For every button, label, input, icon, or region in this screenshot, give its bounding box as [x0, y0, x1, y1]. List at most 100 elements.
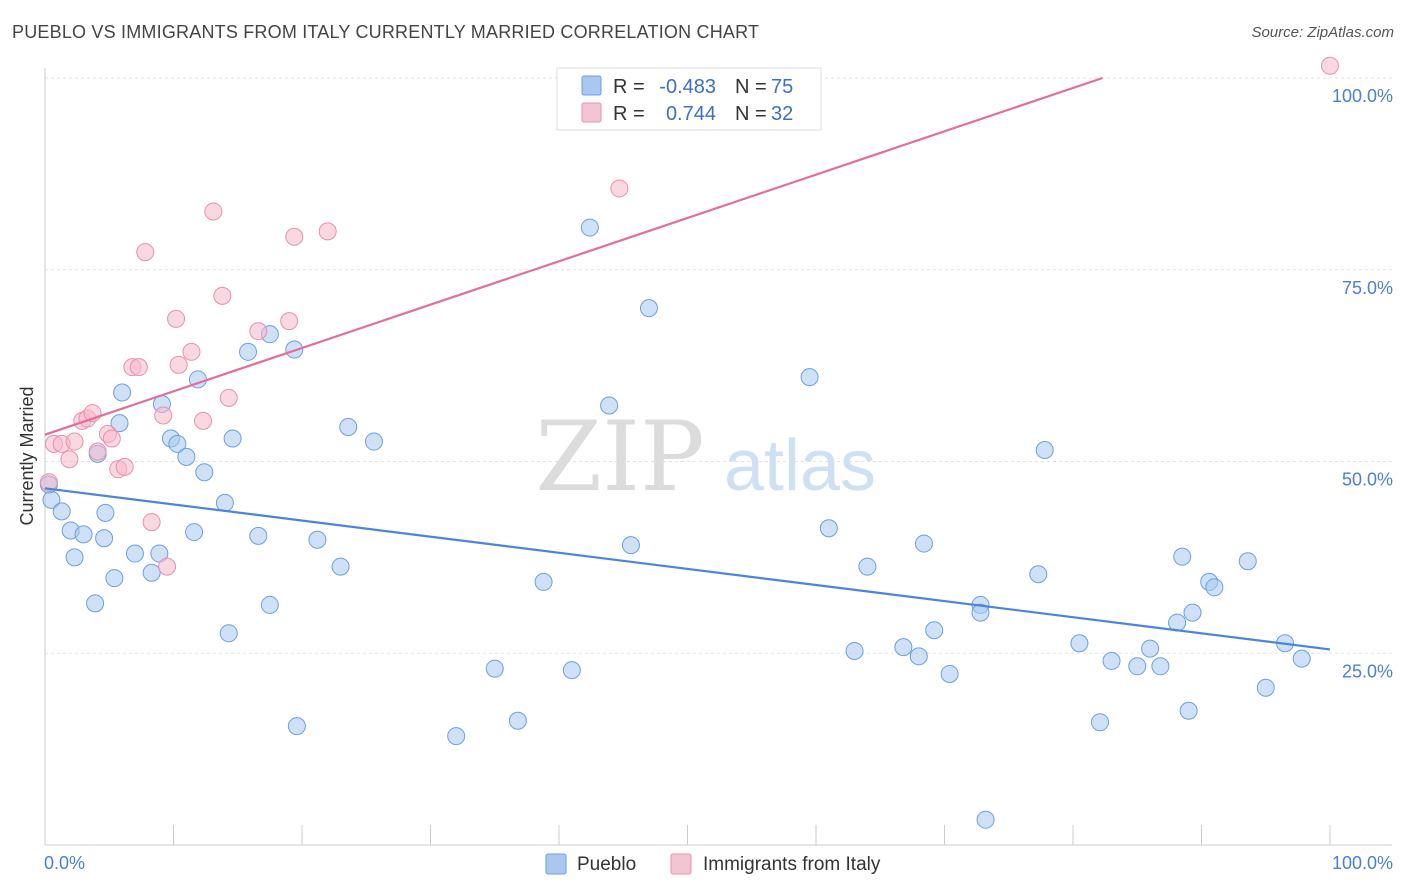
legend-n-value-italy: 32: [771, 103, 793, 125]
x-tick-labels: 0.0% 100.0%: [44, 853, 1393, 873]
data-point: [280, 312, 299, 331]
data-point: [65, 548, 84, 567]
legend-r-label-pueblo: R =: [613, 76, 645, 98]
bottom-legend-label-italy: Immigrants from Italy: [703, 854, 881, 875]
chart-title: PUEBLO VS IMMIGRANTS FROM ITALY CURRENTL…: [12, 22, 760, 42]
data-point: [1321, 56, 1339, 75]
legend-n-value-pueblo: 75: [771, 76, 793, 98]
data-point: [287, 717, 306, 736]
data-point: [1102, 651, 1121, 670]
axes: [44, 68, 1392, 846]
data-point: [447, 727, 466, 746]
data-point: [1179, 701, 1198, 720]
data-point: [215, 493, 234, 512]
data-point: [1183, 603, 1202, 622]
bottom-legend-swatch-pueblo: [545, 853, 567, 875]
data-point: [1141, 639, 1160, 658]
data-point: [177, 447, 196, 466]
legend-n-label-pueblo: N =: [735, 76, 767, 98]
data-point: [1090, 713, 1109, 732]
y-tick-labels: 25.0% 50.0% 75.0% 100.0%: [1332, 86, 1393, 681]
data-point: [102, 429, 121, 448]
data-point: [223, 429, 242, 448]
data-point: [1070, 634, 1089, 653]
data-point: [819, 519, 838, 538]
data-point: [562, 661, 581, 680]
data-point: [125, 544, 144, 563]
data-point: [88, 442, 107, 461]
data-point: [105, 569, 124, 588]
data-point: [39, 473, 58, 492]
data-point: [894, 638, 913, 657]
x-tick-label: 0.0%: [44, 853, 85, 873]
bottom-legend-swatch-italy: [670, 853, 692, 875]
data-point: [249, 322, 268, 341]
data-point: [219, 388, 238, 407]
data-point: [86, 594, 105, 613]
data-point: [639, 299, 658, 318]
data-point: [1292, 649, 1311, 668]
data-point: [800, 368, 819, 387]
watermark: ZIP atlas: [535, 401, 876, 513]
data-point: [219, 624, 238, 643]
bottom-legend-label-pueblo: Pueblo: [577, 854, 636, 875]
data-point: [339, 417, 358, 436]
data-point: [580, 218, 599, 237]
data-point: [600, 396, 619, 415]
data-point: [318, 222, 337, 241]
data-point: [182, 342, 201, 361]
data-point: [115, 457, 134, 476]
data-point: [60, 450, 79, 469]
data-point: [1238, 552, 1257, 571]
x-tick-label: 100.0%: [1332, 853, 1393, 873]
data-point: [96, 503, 115, 522]
data-point: [858, 557, 877, 576]
data-point: [260, 595, 279, 614]
data-point: [168, 434, 187, 453]
source-label: Source: ZipAtlas.com: [1251, 24, 1394, 41]
data-point: [65, 432, 84, 451]
data-point: [1173, 547, 1192, 566]
series-legend: Pueblo Immigrants from Italy: [545, 853, 881, 875]
data-point: [95, 529, 114, 548]
data-point: [169, 355, 188, 374]
data-point: [213, 286, 232, 305]
data-point: [914, 534, 933, 553]
data-point: [185, 523, 204, 542]
watermark-zip: ZIP: [535, 401, 704, 513]
data-point: [194, 411, 213, 430]
data-point: [485, 659, 504, 678]
y-tick-label: 75.0%: [1342, 278, 1393, 298]
y-tick-label: 25.0%: [1342, 661, 1393, 681]
data-point: [158, 557, 177, 576]
data-point: [971, 603, 990, 622]
data-point: [940, 664, 959, 683]
data-point: [508, 711, 527, 730]
data-point: [285, 227, 304, 246]
data-point: [167, 309, 186, 328]
data-point: [1256, 678, 1275, 697]
data-point: [204, 202, 223, 221]
data-point: [249, 526, 268, 545]
data-point: [845, 641, 864, 660]
trend-lines: [44, 76, 1331, 651]
data-point: [195, 463, 214, 482]
legend-swatch-italy: [581, 102, 602, 123]
data-point: [925, 621, 944, 640]
trend-line-pueblo: [44, 487, 1331, 651]
points-italy: [39, 56, 1339, 576]
data-point: [52, 502, 71, 521]
y-axis-label: Currently Married: [17, 386, 37, 525]
data-point: [142, 513, 161, 532]
data-point: [1035, 440, 1054, 459]
data-point: [308, 530, 327, 549]
grid-lines: [45, 77, 1392, 654]
legend-n-label-italy: N =: [735, 103, 767, 125]
watermark-atlas: atlas: [724, 426, 876, 506]
data-point: [110, 414, 129, 433]
data-point: [154, 406, 173, 425]
data-point: [239, 342, 258, 361]
data-point: [1151, 657, 1170, 676]
trend-line-italy: [44, 76, 1103, 436]
